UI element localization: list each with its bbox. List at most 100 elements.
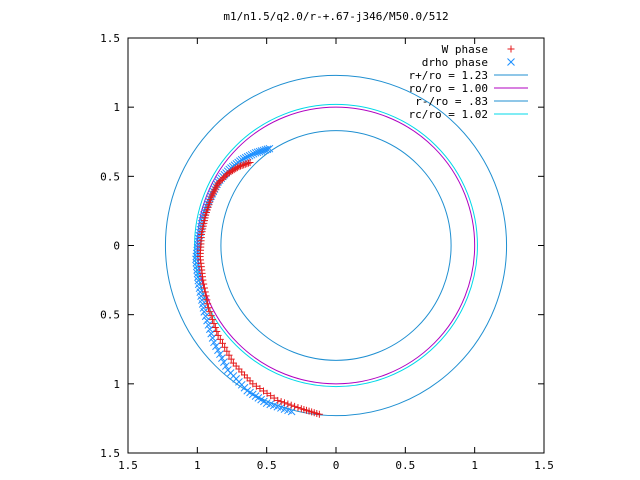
legend-label: rc/ro = 1.02 [409, 108, 488, 121]
data-point [280, 399, 288, 407]
data-point [202, 292, 210, 300]
data-point [211, 324, 219, 332]
data-point [203, 316, 211, 325]
circle-series [194, 103, 478, 388]
data-point [218, 354, 226, 362]
data-point [256, 385, 264, 393]
data-point [225, 351, 233, 359]
data-point [253, 148, 262, 157]
data-point [192, 262, 201, 271]
legend-marker [507, 45, 515, 53]
data-point [201, 312, 210, 321]
data-point [221, 343, 229, 351]
data-point [251, 148, 260, 157]
legend-label: r-/ro = .83 [415, 95, 488, 108]
legend-label: drho phase [422, 56, 488, 69]
data-point [192, 259, 201, 267]
data-point [277, 398, 285, 406]
data-point [291, 402, 299, 410]
x-tick-label: 1 [194, 459, 201, 472]
y-tick-label: 1 [113, 378, 120, 391]
circle-series [220, 130, 452, 361]
data-point [206, 308, 214, 316]
y-tick-label: 0.5 [100, 309, 120, 322]
data-point [247, 150, 256, 159]
data-point [214, 331, 222, 339]
x-tick-label: 1 [471, 459, 478, 472]
x-tick-label: 1.5 [118, 459, 138, 472]
data-point [204, 304, 212, 312]
data-point [245, 151, 254, 160]
data-point [287, 407, 296, 416]
data-point [252, 382, 260, 390]
data-point [204, 300, 212, 308]
y-tick-label: 0 [113, 240, 120, 253]
data-point [200, 308, 209, 316]
data-point [193, 269, 202, 278]
data-point [216, 350, 224, 359]
data-point [218, 339, 226, 347]
x-tick-label: 0.5 [257, 459, 277, 472]
data-point [249, 149, 258, 158]
data-point [194, 273, 202, 281]
data-point [287, 401, 295, 409]
data-point [274, 396, 282, 404]
data-point [244, 159, 252, 167]
data-point [192, 252, 201, 261]
data-point [267, 392, 275, 400]
data-point [216, 335, 224, 343]
data-point [210, 338, 218, 347]
circle-series [196, 106, 476, 385]
x-tick-label: 0 [333, 459, 340, 472]
data-point [205, 325, 214, 334]
data-point [315, 410, 323, 418]
data-point [220, 358, 228, 366]
data-point [222, 362, 230, 370]
data-point [284, 400, 292, 408]
data-point [210, 320, 218, 328]
data-point [201, 288, 209, 296]
data-point [243, 160, 251, 168]
data-point [212, 342, 220, 351]
data-point [241, 160, 249, 168]
data-point [207, 312, 215, 320]
data-point [246, 159, 254, 166]
data-point [223, 347, 231, 355]
legend-label: ro/ro = 1.00 [409, 82, 488, 95]
y-tick-label: 1.5 [100, 32, 120, 45]
y-tick-label: 1.5 [100, 447, 120, 460]
axis-ticks: 1.5 1 0.5 0 0.5 1 1.51.510.500.511.5 [100, 32, 554, 472]
data-point [203, 296, 211, 304]
legend-label: r+/ro = 1.23 [409, 69, 488, 82]
data-point [240, 161, 248, 169]
points-layer [192, 144, 323, 418]
data-point [227, 355, 235, 363]
data-point [200, 280, 208, 288]
data-point [204, 321, 213, 329]
data-point [237, 162, 245, 170]
legend-label: W phase [442, 43, 488, 56]
data-point [199, 276, 207, 284]
data-point [194, 276, 203, 285]
circle-series [164, 74, 508, 417]
data-point [193, 266, 201, 274]
circles-layer [164, 74, 508, 417]
y-tick-label: 1 [113, 101, 120, 114]
data-point [249, 380, 257, 388]
chart-title: m1/n1.5/q2.0/r-+.67-j346/M50.0/512 [223, 10, 448, 23]
data-point [239, 154, 248, 163]
x-tick-label: 0.5 [395, 459, 415, 472]
data-point [238, 161, 246, 169]
data-point [263, 389, 271, 397]
data-point [294, 404, 302, 412]
data-point [213, 327, 221, 335]
x-tick-label: 1.5 [534, 459, 554, 472]
data-point [270, 394, 278, 402]
data-point [200, 284, 208, 292]
legend-marker [507, 58, 515, 66]
y-tick-label: 0.5 [100, 170, 120, 183]
data-point [209, 316, 217, 324]
data-point [214, 346, 222, 355]
